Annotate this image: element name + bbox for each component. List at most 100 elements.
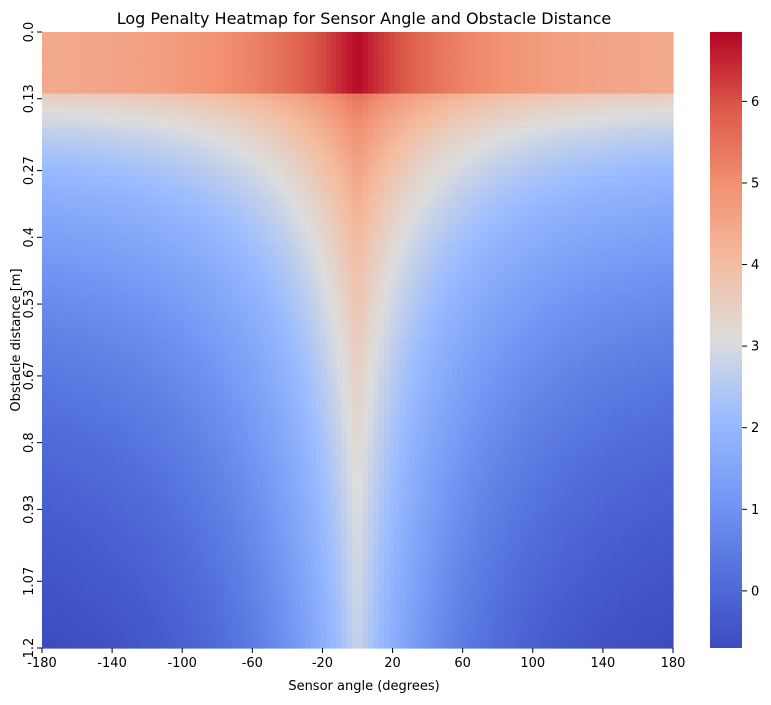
heatmap-cell	[220, 196, 227, 204]
heatmap-cell	[157, 278, 164, 286]
heatmap-cell	[120, 209, 127, 218]
heatmap-cell	[394, 175, 401, 184]
heatmap-cell	[73, 59, 80, 67]
heatmap-cell	[226, 285, 232, 293]
heatmap-cell	[105, 127, 111, 136]
heatmap-cell	[446, 257, 453, 266]
heatmap-cell	[630, 79, 637, 88]
heatmap-cell	[620, 93, 627, 102]
heatmap-cell	[488, 189, 495, 197]
heatmap-cell	[299, 196, 306, 204]
heatmap-cell	[651, 73, 658, 81]
heatmap-cell	[320, 114, 327, 122]
heatmap-cell	[241, 162, 248, 170]
heatmap-cell	[446, 45, 453, 54]
heatmap-cell	[431, 305, 437, 314]
heatmap-cell	[636, 175, 643, 184]
heatmap-cell	[494, 189, 501, 197]
heatmap-cell	[473, 264, 480, 273]
heatmap-cell	[136, 182, 143, 191]
heatmap-cell	[646, 52, 653, 60]
heatmap-cell	[352, 182, 359, 191]
heatmap-cell	[552, 257, 558, 266]
heatmap-cell	[478, 114, 485, 122]
heatmap-cell	[557, 148, 564, 156]
heatmap-cell	[210, 244, 217, 252]
heatmap-cell	[410, 148, 416, 156]
heatmap-cell	[425, 114, 432, 122]
heatmap-cell	[483, 292, 490, 300]
heatmap-cell	[383, 134, 390, 143]
heatmap-cell	[352, 257, 359, 266]
heatmap-cell	[467, 100, 474, 108]
heatmap-cell	[420, 305, 427, 314]
heatmap-cell	[573, 203, 579, 211]
heatmap-cell	[189, 312, 196, 321]
heatmap-cell	[546, 100, 553, 108]
heatmap-cell	[78, 251, 85, 259]
heatmap-cell	[168, 203, 175, 211]
heatmap-cell	[136, 216, 143, 225]
heatmap-cell	[78, 189, 85, 197]
heatmap-cell	[131, 162, 138, 170]
heatmap-cell	[120, 120, 127, 129]
heatmap-cell	[47, 79, 54, 88]
heatmap-cell	[483, 93, 490, 102]
heatmap-cell	[389, 182, 395, 191]
heatmap-cell	[399, 182, 406, 191]
heatmap-cell	[42, 93, 48, 102]
heatmap-cell	[331, 32, 338, 40]
heatmap-cell	[651, 127, 658, 136]
heatmap-cell	[162, 175, 169, 184]
heatmap-cell	[120, 182, 127, 191]
heatmap-cell	[515, 127, 522, 136]
heatmap-cell	[346, 114, 353, 122]
heatmap-cell	[604, 292, 611, 300]
heatmap-cell	[441, 86, 448, 95]
heatmap-cell	[478, 175, 485, 184]
heatmap-cell	[404, 230, 411, 238]
heatmap-cell	[283, 100, 290, 108]
heatmap-cell	[99, 73, 106, 81]
heatmap-cell	[567, 45, 574, 54]
heatmap-cell	[373, 162, 380, 170]
heatmap-cell	[120, 127, 127, 136]
heatmap-cell	[352, 175, 359, 184]
heatmap-cell	[78, 86, 85, 95]
heatmap-cell	[541, 32, 548, 40]
heatmap-cell	[431, 134, 437, 143]
heatmap-cell	[346, 305, 353, 314]
heatmap-cell	[657, 59, 664, 67]
heatmap-cell	[462, 230, 469, 238]
heatmap-cell	[520, 292, 527, 300]
heatmap-cell	[283, 148, 290, 156]
heatmap-cell	[646, 134, 653, 143]
heatmap-cell	[283, 230, 290, 238]
heatmap-cell	[352, 155, 359, 163]
heatmap-cell	[325, 237, 332, 245]
heatmap-cell	[157, 230, 164, 238]
heatmap-cell	[99, 298, 106, 307]
heatmap-cell	[241, 73, 248, 81]
heatmap-cell	[483, 244, 490, 252]
heatmap-cell	[457, 162, 464, 170]
heatmap-cell	[304, 148, 311, 156]
heatmap-cell	[357, 312, 364, 321]
heatmap-cell	[315, 271, 322, 279]
heatmap-cell	[57, 162, 64, 170]
heatmap-cell	[462, 59, 469, 67]
heatmap-cell	[515, 278, 522, 286]
heatmap-cell	[220, 298, 227, 307]
heatmap-cell	[651, 182, 658, 191]
heatmap-cell	[625, 45, 632, 54]
heatmap-cell	[499, 244, 506, 252]
heatmap-cell	[473, 189, 480, 197]
heatmap-cell	[220, 155, 227, 163]
heatmap-cell	[383, 264, 390, 273]
heatmap-cell	[667, 168, 674, 177]
heatmap-cell	[115, 298, 122, 307]
heatmap-cell	[47, 120, 54, 129]
heatmap-cell	[63, 100, 69, 108]
heatmap-cell	[325, 216, 332, 225]
heatmap-cell	[404, 38, 411, 47]
